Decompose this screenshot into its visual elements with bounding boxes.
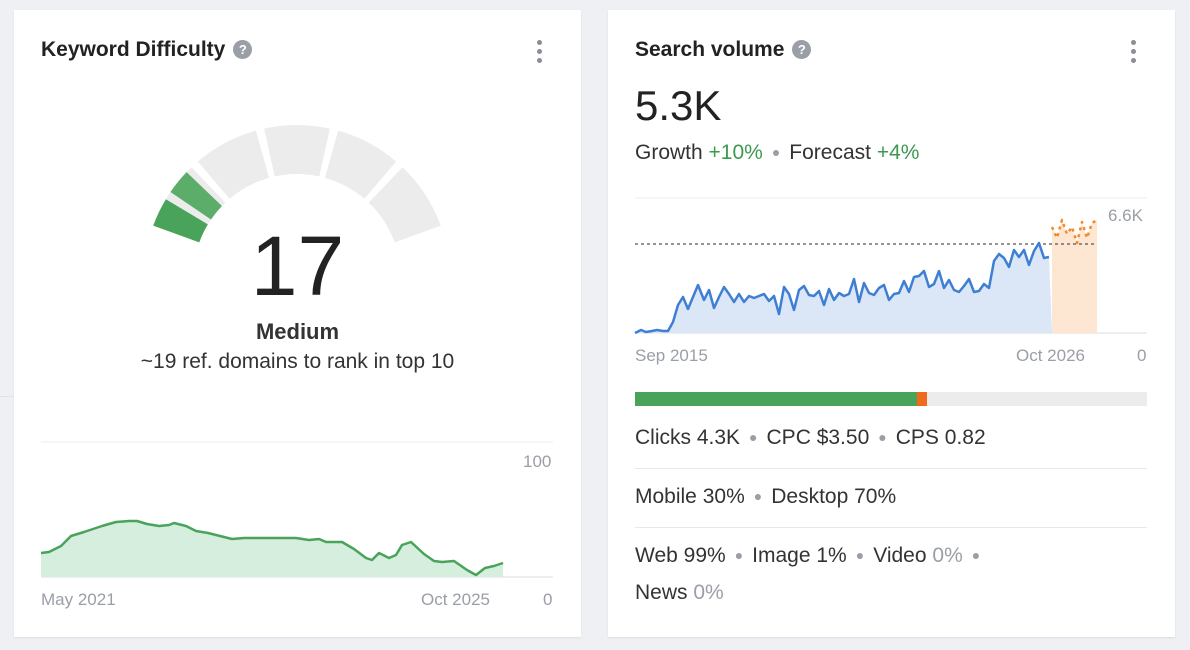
- gauge-segment: [264, 125, 330, 177]
- gauge-segment: [197, 130, 270, 199]
- growth-value: +10%: [708, 141, 763, 164]
- separator-dot: ●: [771, 144, 781, 160]
- more-vertical-icon[interactable]: [1129, 40, 1137, 66]
- kd-chart-start-label: May 2021: [41, 590, 116, 609]
- news-value: 0%: [693, 581, 724, 604]
- kd-chart-end-label: Oct 2025: [421, 590, 490, 609]
- kd-trend-line: [40, 519, 504, 577]
- cpc-value: $3.50: [816, 426, 870, 449]
- sv-volume-area: [635, 243, 1052, 333]
- kd-chart-max-label: 100: [523, 452, 552, 471]
- desktop-label: Desktop: [771, 485, 849, 508]
- kd-trend-chart: [40, 441, 553, 578]
- gauge-fill-segment: [153, 199, 208, 243]
- separator-dot: ●: [971, 547, 981, 563]
- question-circle-icon[interactable]: ?: [233, 40, 253, 59]
- kd-gauge: [153, 125, 441, 243]
- image-value: 1%: [816, 544, 847, 567]
- video-value: 0%: [932, 544, 963, 567]
- kd-ref-domains: ~19 ref. domains to rank in top 10: [140, 350, 455, 373]
- clicks-value: 4.3K: [696, 426, 741, 449]
- row-divider: [635, 527, 1147, 528]
- sv-forecast-area: [1052, 220, 1097, 333]
- video-label: Video: [873, 544, 927, 567]
- sv-growth-row: Growth +10% ● Forecast +4%: [635, 141, 919, 165]
- kd-score: 17: [250, 219, 345, 313]
- sv-forecast-line: [1050, 218, 1098, 245]
- separator-dot: ●: [878, 429, 887, 445]
- web-label: Web: [635, 544, 678, 567]
- organic-clicks-segment: [635, 392, 917, 406]
- separator-dot: ●: [749, 429, 758, 445]
- clicks-distribution-bar: [635, 392, 1147, 406]
- image-label: Image: [752, 544, 811, 567]
- background-divider: [0, 396, 14, 397]
- clicks-cpc-row: Clicks 4.3K ● CPC $3.50 ● CPS 0.82: [635, 426, 986, 450]
- forecast-value: +4%: [876, 141, 920, 164]
- sv-volume-line: [634, 241, 1050, 335]
- device-row: Mobile 30% ● Desktop 70%: [635, 485, 896, 509]
- cps-label: CPS: [895, 426, 939, 449]
- sv-volume-chart: [634, 197, 1147, 335]
- gauge-segment: [368, 167, 441, 243]
- kd-title: Keyword Difficulty?: [41, 38, 253, 62]
- sv-chart-end-label: Oct 2026: [1016, 346, 1085, 365]
- cpc-label: CPC: [766, 426, 811, 449]
- sv-chart-start-label: Sep 2015: [635, 346, 708, 365]
- clicks-label: Clicks: [635, 426, 691, 449]
- sv-volume: 5.3K: [635, 82, 722, 129]
- serp-type-row-continued: News 0%: [635, 581, 724, 605]
- question-circle-icon[interactable]: ?: [792, 40, 812, 59]
- gauge-segment: [324, 130, 397, 199]
- kd-title-text: Keyword Difficulty: [41, 38, 226, 61]
- sv-title: Search volume?: [635, 38, 812, 62]
- kd-chart-min-label: 0: [543, 590, 553, 609]
- separator-dot: ●: [855, 547, 865, 563]
- gauge-fill-segment: [170, 172, 222, 220]
- separator-dot: ●: [734, 547, 744, 563]
- forecast-label: Forecast: [789, 141, 871, 164]
- cps-value: 0.82: [944, 426, 986, 449]
- kd-level: Medium: [255, 319, 340, 344]
- growth-label: Growth: [635, 141, 703, 164]
- sv-title-text: Search volume: [635, 38, 785, 61]
- serp-type-row: Web 99% ● Image 1% ● Video 0% ●: [635, 544, 989, 568]
- web-value: 99%: [683, 544, 726, 567]
- sv-chart-max-label: 6.6K: [1108, 206, 1143, 225]
- sv-chart-min-label: 0: [1137, 346, 1147, 365]
- mobile-value: 30%: [702, 485, 745, 508]
- separator-dot: ●: [753, 488, 763, 504]
- desktop-value: 70%: [854, 485, 897, 508]
- kd-trend-area: [41, 521, 503, 577]
- more-vertical-icon[interactable]: [535, 40, 543, 66]
- row-divider: [635, 468, 1147, 469]
- search-volume-card: Search volume? 5.3K Growth +10% ● Forecast…: [608, 10, 1175, 637]
- news-label: News: [635, 581, 688, 604]
- paid-clicks-segment: [917, 392, 927, 406]
- keyword-difficulty-card: Keyword Difficulty? 17 Medium ~19 ref. d…: [14, 10, 581, 637]
- mobile-label: Mobile: [635, 485, 697, 508]
